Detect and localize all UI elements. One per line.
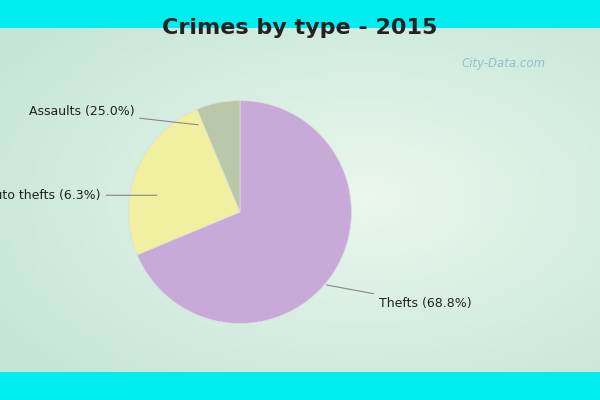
- Text: Crimes by type - 2015: Crimes by type - 2015: [163, 18, 437, 38]
- Wedge shape: [128, 109, 240, 255]
- Wedge shape: [197, 100, 240, 212]
- Text: Thefts (68.8%): Thefts (68.8%): [326, 285, 472, 310]
- Text: Assaults (25.0%): Assaults (25.0%): [29, 105, 198, 125]
- Text: Auto thefts (6.3%): Auto thefts (6.3%): [0, 189, 157, 202]
- Text: City-Data.com: City-Data.com: [462, 58, 546, 70]
- Wedge shape: [137, 100, 352, 324]
